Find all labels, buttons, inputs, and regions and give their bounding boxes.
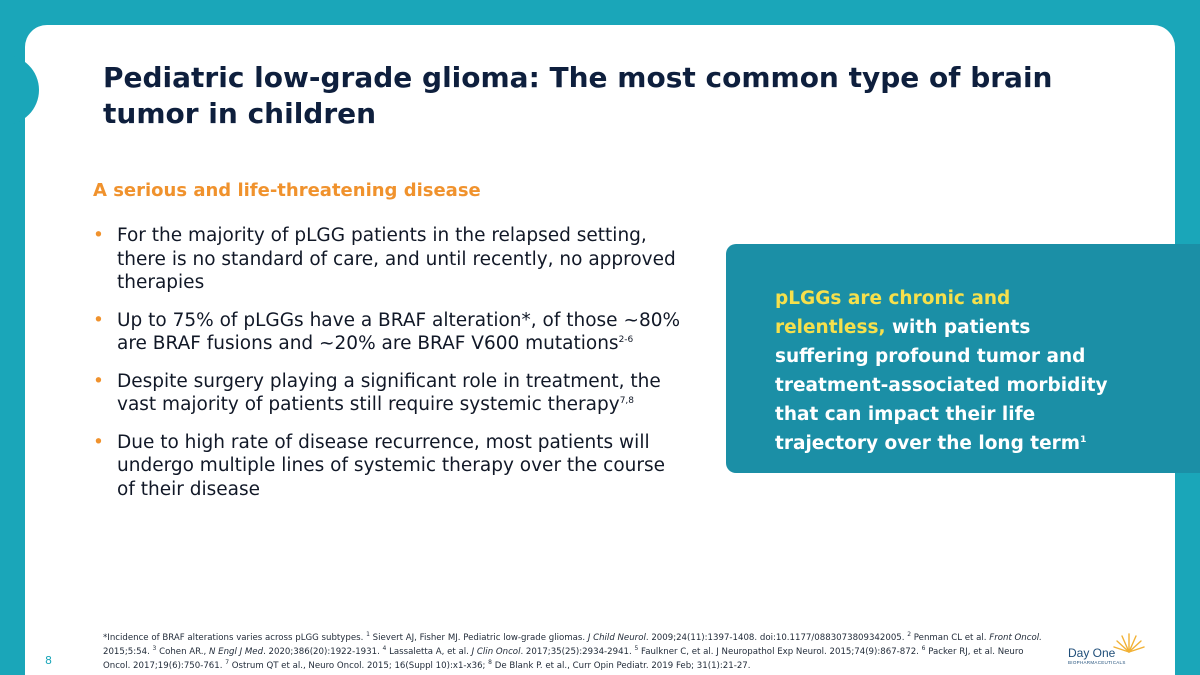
ref-number: 2 [907,631,912,639]
bullet-reference: 2-6 [618,334,634,345]
ref-number: 1 [366,631,370,639]
callout-box [726,244,1200,473]
ref-text: Penman CL et al. [911,633,990,643]
ref-number: 7 [225,659,230,667]
bullet-text: Up to 75% of pLGGs have a BRAF alteratio… [117,309,681,355]
bullet-dot-icon: • [93,370,104,392]
ref-number: 4 [382,645,387,653]
callout-text: pLGGs are chronic and relentless, with p… [775,284,1125,458]
callout-reference: 1 [1080,434,1087,445]
bullet-dot-icon: • [93,431,104,453]
ref-rest: . 2017;35(25):2934-2941. [520,647,635,657]
ref-journal: J Clin Oncol [471,647,521,657]
ref-number: 3 [152,645,157,653]
logo-subtitle: BIOPHARMACEUTICALS [1068,660,1126,665]
bullet-reference: 7,8 [619,395,635,406]
bullet-text: Despite surgery playing a significant ro… [117,370,661,416]
sunburst-icon [1113,633,1145,653]
bullet-dot-icon: • [93,225,104,246]
ref-text: Lassaletta A, et al. [386,647,472,657]
bullet-item: • Despite surgery playing a significant … [93,370,683,417]
ref-rest: . 2009;24(11):1397-1408. doi:10.1177/088… [645,633,908,643]
ref-journal: N Engl J Med [209,647,264,657]
ref-text: Faulkner C, et al. J Neuropathol Exp Neu… [638,647,922,657]
bullet-item: • For the majority of pLGG patients in t… [93,224,683,295]
bullet-text: For the majority of pLGG patients in the… [117,225,676,293]
ref-number: 6 [921,645,926,653]
slide-title: Pediatric low-grade glioma: The most com… [103,61,1053,130]
bullet-list: • For the majority of pLGG patients in t… [93,224,683,515]
bullet-item: • Due to high rate of disease recurrence… [93,431,683,502]
callout-body: with patients suffering profound tumor a… [775,317,1108,454]
ref-number: 8 [488,659,492,667]
footnote-intro: *Incidence of BRAF alterations varies ac… [103,633,367,643]
ref-journal: J Child Neurol [587,633,646,643]
bullet-item: • Up to 75% of pLGGs have a BRAF alterat… [93,309,683,356]
ref-text: Packer RJ, et al. Neuro Oncol. 2017;19(6… [103,647,1024,671]
ref-text: De Blank P. et al., Curr Opin Pediatr. 2… [492,661,751,671]
page-number: 8 [45,654,52,667]
ref-text: Sievert AJ, Fisher MJ. Pediatric low-gra… [369,633,588,643]
ref-text: Ostrum QT et al., Neuro Oncol. 2015; 16(… [229,661,489,671]
logo-name: Day One [1068,646,1116,660]
ref-rest: 2015;5:54. [103,647,153,657]
bullet-text: Due to high rate of disease recurrence, … [117,431,666,500]
bullet-dot-icon: • [93,309,104,331]
company-logo: Day One BIOPHARMACEUTICALS [1068,632,1148,668]
ref-journal: Front Oncol. [989,633,1042,643]
ref-number: 5 [634,645,639,653]
ref-text: Cohen AR., [156,647,210,657]
ref-rest: . 2020;386(20):1922-1931. [263,647,383,657]
footnote-references: *Incidence of BRAF alterations varies ac… [103,631,1043,673]
section-subheading: A serious and life-threatening disease [93,180,481,201]
callout-highlight: pLGGs are chronic and relentless, [775,288,1011,338]
